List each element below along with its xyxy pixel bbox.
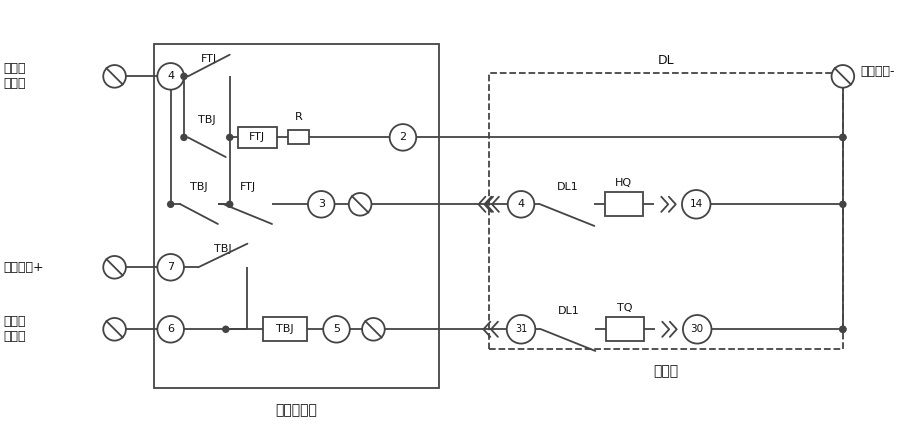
Text: 7: 7 [167, 262, 175, 273]
Circle shape [158, 316, 184, 343]
Circle shape [180, 73, 188, 80]
Circle shape [507, 315, 536, 343]
Circle shape [508, 191, 535, 218]
Text: TBJ: TBJ [214, 244, 231, 255]
Text: DL1: DL1 [556, 182, 578, 191]
Text: R: R [294, 112, 302, 122]
Circle shape [682, 190, 710, 219]
Text: 控制電源+: 控制電源+ [4, 261, 44, 274]
Text: FTJ: FTJ [201, 54, 217, 64]
Text: 5: 5 [333, 324, 340, 334]
Text: 14: 14 [689, 199, 703, 209]
Bar [607, 318, 644, 341]
Bar [238, 127, 277, 148]
Circle shape [349, 193, 372, 215]
Circle shape [104, 256, 126, 279]
Circle shape [362, 318, 384, 341]
Circle shape [390, 124, 416, 151]
Circle shape [839, 326, 847, 333]
Text: 保護合
閘出口: 保護合 閘出口 [4, 62, 26, 91]
Bar [288, 131, 310, 144]
Circle shape [683, 315, 712, 343]
Text: TQ: TQ [617, 302, 633, 313]
Text: HQ: HQ [616, 178, 633, 188]
Text: 30: 30 [690, 324, 704, 334]
Text: TBJ: TBJ [198, 115, 216, 124]
Text: DL1: DL1 [557, 306, 580, 317]
Text: 4: 4 [167, 71, 175, 81]
Text: 防跳繼電器: 防跳繼電器 [275, 403, 318, 417]
Text: 6: 6 [167, 324, 175, 334]
Circle shape [104, 318, 126, 341]
Circle shape [226, 134, 233, 141]
Circle shape [180, 134, 188, 141]
Text: 31: 31 [515, 324, 527, 334]
Circle shape [323, 316, 350, 343]
Text: DL: DL [657, 54, 674, 66]
Circle shape [222, 326, 230, 333]
Bar [154, 44, 439, 388]
Text: 保護跳
閘出口: 保護跳 閘出口 [4, 315, 26, 343]
Circle shape [104, 65, 126, 88]
Circle shape [308, 191, 335, 218]
Text: TBJ: TBJ [276, 324, 293, 334]
Circle shape [839, 134, 847, 141]
Circle shape [839, 134, 847, 141]
Text: 3: 3 [318, 199, 325, 209]
Circle shape [166, 201, 175, 208]
Circle shape [832, 65, 854, 88]
Bar [605, 193, 643, 216]
Circle shape [839, 201, 847, 208]
Text: 斷路器: 斷路器 [653, 364, 679, 378]
Text: FTJ: FTJ [240, 182, 256, 191]
Circle shape [158, 63, 184, 90]
Text: TBJ: TBJ [191, 182, 208, 191]
Text: 2: 2 [400, 132, 407, 142]
Circle shape [226, 201, 233, 208]
Text: 控制電源-: 控制電源- [860, 65, 896, 78]
Text: 4: 4 [518, 199, 525, 209]
Circle shape [158, 254, 184, 281]
Bar [263, 318, 307, 341]
Circle shape [839, 326, 847, 333]
Bar [489, 74, 843, 349]
Text: FTJ: FTJ [249, 132, 266, 142]
